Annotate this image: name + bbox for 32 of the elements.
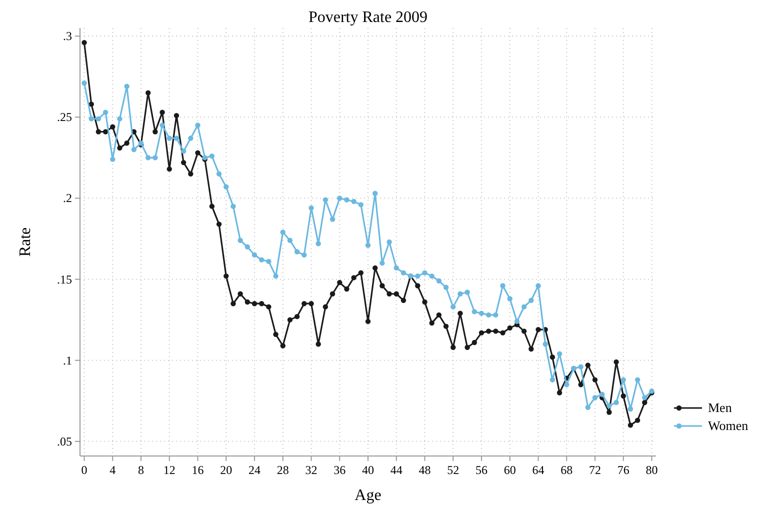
legend-label: Men	[708, 400, 732, 415]
x-tick-label: 20	[220, 463, 232, 477]
x-tick-label: 12	[163, 463, 176, 477]
x-tick-label: 80	[646, 463, 658, 477]
y-axis-title: Rate	[17, 227, 34, 257]
y-tick-label: .25	[57, 110, 72, 124]
x-tick-label: 76	[617, 463, 630, 477]
x-tick-label: 64	[532, 463, 544, 477]
chart-title: Poverty Rate 2009	[308, 9, 428, 26]
x-tick-label: 72	[588, 463, 601, 477]
y-tick-label: .2	[63, 191, 72, 206]
legend-label: Women	[708, 418, 749, 433]
x-tick-label: 16	[192, 463, 204, 477]
x-tick-label: 32	[305, 463, 318, 477]
y-tick-label: .05	[57, 434, 72, 448]
y-tick-label: .15	[57, 272, 72, 286]
x-tick-label: 48	[418, 463, 431, 477]
x-tick-label: 0	[81, 463, 88, 477]
x-tick-label: 24	[248, 463, 260, 477]
x-tick-label: 36	[334, 463, 346, 477]
x-tick-label: 28	[276, 463, 289, 477]
x-tick-label: 40	[362, 463, 374, 477]
x-tick-label: 8	[138, 463, 144, 477]
x-tick-label: 44	[390, 463, 402, 477]
x-tick-label: 68	[560, 463, 573, 477]
x-tick-label: 60	[504, 463, 516, 477]
x-axis-title: Age	[354, 487, 382, 504]
y-tick-label: .1	[63, 353, 72, 368]
y-tick-label: .3	[63, 29, 72, 44]
x-tick-label: 56	[476, 463, 488, 477]
x-tick-label: 4	[110, 463, 116, 477]
x-tick-label: 52	[447, 463, 460, 477]
